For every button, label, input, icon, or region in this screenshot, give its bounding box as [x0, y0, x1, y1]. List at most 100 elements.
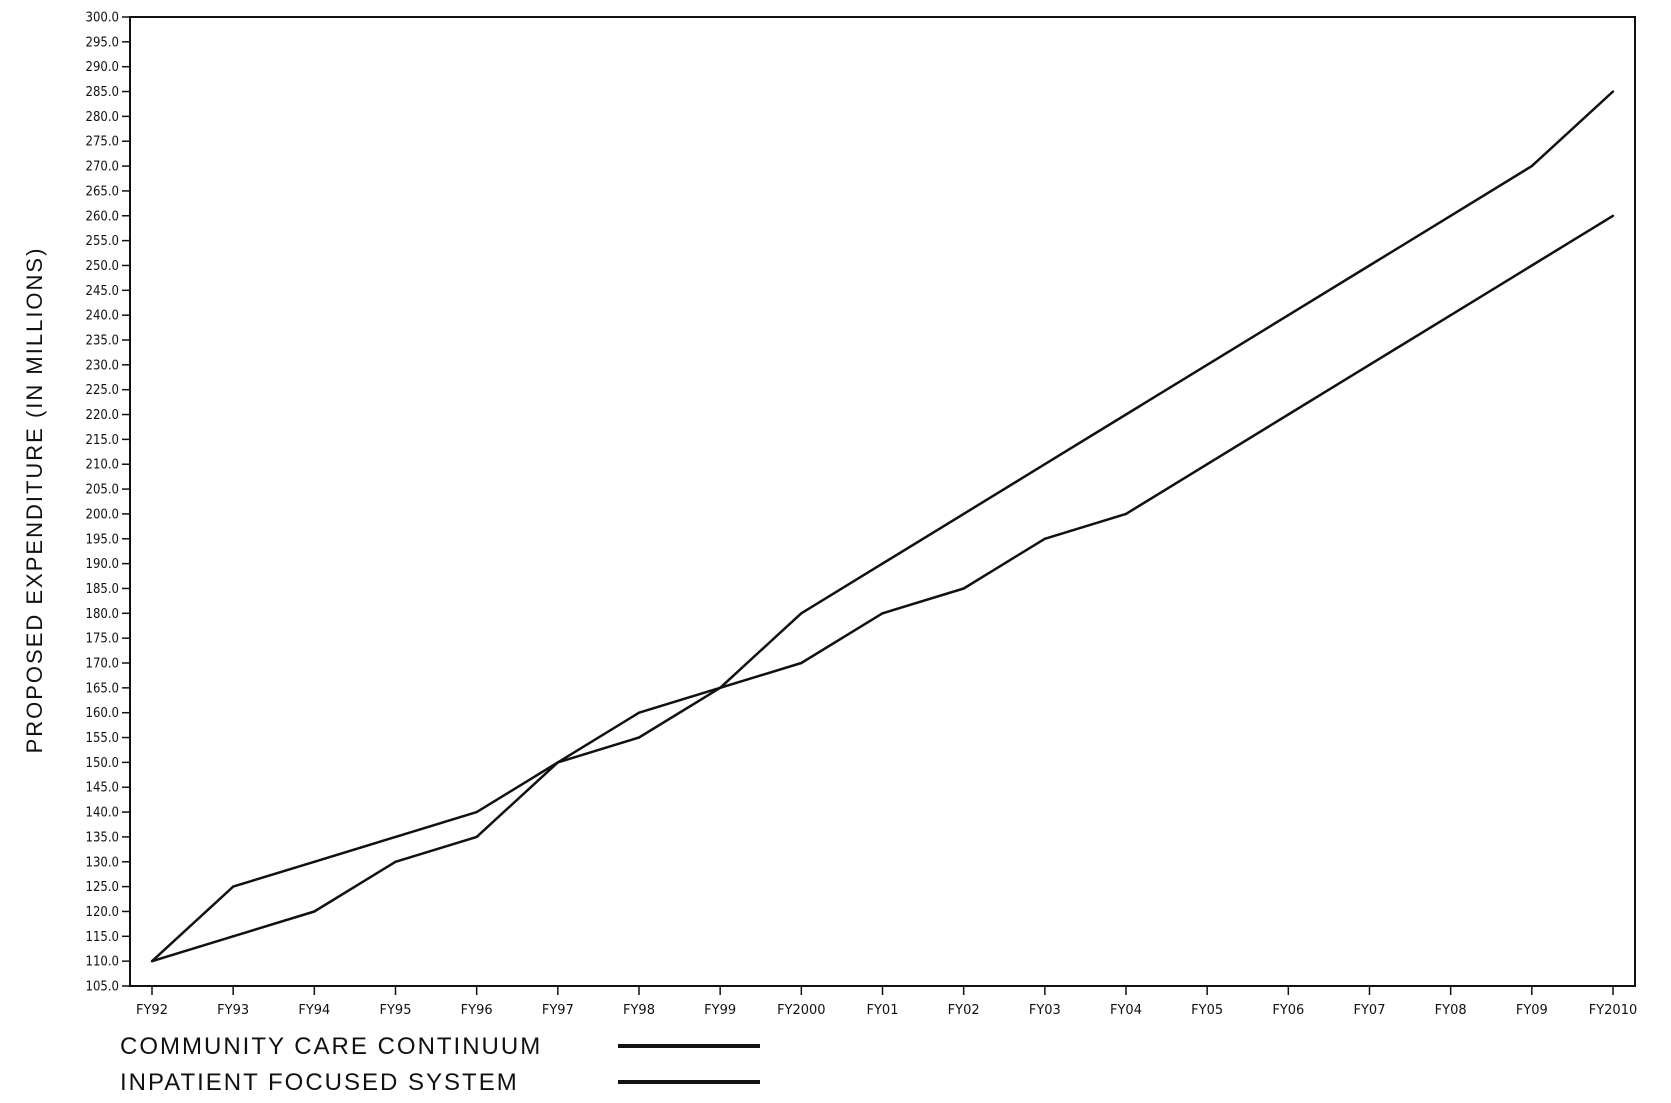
y-tick-label: 285.0 — [86, 85, 119, 100]
data-point-series-1 — [1368, 264, 1371, 267]
series-lines — [150, 90, 1615, 963]
x-tick-label: FY05 — [1191, 1003, 1223, 1018]
x-tick-label: FY95 — [380, 1003, 412, 1018]
data-point-series-1 — [231, 885, 235, 888]
data-point-series-1 — [800, 612, 803, 615]
y-tick-label: 295.0 — [86, 35, 119, 50]
y-tick-label: 265.0 — [86, 184, 119, 199]
series-line-2 — [151, 214, 1614, 963]
x-tick-label: FY94 — [298, 1003, 330, 1018]
y-tick-label: 195.0 — [86, 532, 119, 547]
data-point-series-1 — [637, 736, 641, 739]
data-point-series-2 — [1449, 313, 1452, 317]
data-point-series-1 — [1205, 363, 1209, 367]
y-tick-label: 170.0 — [86, 657, 119, 672]
y-tick-label: 115.0 — [86, 930, 119, 945]
y-tick-label: 255.0 — [86, 234, 119, 249]
data-point-series-2 — [313, 910, 316, 913]
x-tick-label: FY01 — [867, 1003, 899, 1018]
y-tick-label: 275.0 — [86, 135, 119, 150]
y-tick-label: 155.0 — [86, 731, 119, 746]
data-point-series-1 — [1124, 413, 1128, 416]
data-point-series-1 — [394, 835, 397, 839]
y-tick-label: 145.0 — [86, 781, 119, 796]
y-axis: 105.0 110.0 115.0 120.0 125.0 130.0 135.0 140.0… — [86, 11, 130, 995]
legend-label: COMMUNITY CARE CONTINUUM — [120, 1033, 542, 1060]
data-point-series-1 — [1611, 90, 1615, 93]
data-point-series-2 — [637, 711, 641, 714]
x-tick-label: FY08 — [1435, 1003, 1467, 1018]
y-tick-label: 110.0 — [86, 955, 119, 970]
x-axis: FY92 FY93 FY94 FY95 FY96 FY97 FY98 FY99 FY2000 FY… — [136, 986, 1637, 1018]
y-tick-label: 205.0 — [86, 483, 119, 498]
data-point-series-1 — [313, 860, 316, 863]
y-tick-label: 280.0 — [86, 110, 119, 125]
legend-label: INPATIENT FOCUSED SYSTEM — [120, 1069, 519, 1096]
data-point-series-2 — [1043, 537, 1047, 540]
data-point-series-1 — [1287, 313, 1290, 317]
x-tick-label: FY99 — [704, 1003, 736, 1018]
x-tick-label: FY09 — [1516, 1003, 1548, 1018]
x-tick-label: FY2010 — [1589, 1003, 1638, 1018]
data-point-series-1 — [1449, 214, 1452, 217]
y-tick-label: 260.0 — [86, 209, 119, 224]
data-point-series-2 — [881, 612, 884, 615]
y-tick-label: 210.0 — [86, 458, 119, 473]
data-point-series-2 — [556, 761, 560, 764]
data-point-series-2 — [718, 686, 722, 690]
y-tick-label: 245.0 — [86, 284, 119, 299]
x-tick-label: FY93 — [217, 1003, 249, 1018]
y-tick-label: 165.0 — [86, 681, 119, 696]
y-tick-label: 300.0 — [86, 11, 119, 26]
legend: COMMUNITY CARE CONTINUUM INPATIENT FOCUSE… — [120, 1033, 760, 1096]
y-tick-label: 160.0 — [86, 706, 119, 721]
x-tick-label: FY97 — [542, 1003, 574, 1018]
data-point-series-2 — [962, 587, 965, 590]
y-tick-label: 200.0 — [86, 507, 119, 522]
y-tick-label: 250.0 — [86, 259, 119, 274]
y-tick-label: 230.0 — [86, 358, 119, 373]
x-tick-label: FY07 — [1354, 1003, 1386, 1018]
y-tick-label: 175.0 — [86, 632, 119, 647]
y-tick-label: 105.0 — [86, 980, 119, 995]
data-point-series-1 — [962, 512, 965, 516]
data-point-series-2 — [1530, 264, 1534, 267]
plot-frame — [129, 16, 1636, 987]
data-point-series-2 — [1611, 214, 1615, 217]
y-tick-label: 190.0 — [86, 557, 119, 572]
y-tick-label: 215.0 — [86, 433, 119, 448]
y-tick-label: 220.0 — [86, 408, 119, 423]
data-point-series-1 — [1530, 164, 1534, 168]
y-tick-label: 125.0 — [86, 880, 119, 895]
y-tick-label: 120.0 — [86, 905, 119, 920]
y-tick-label: 140.0 — [86, 806, 119, 821]
x-tick-label: FY04 — [1110, 1003, 1142, 1018]
y-tick-label: 240.0 — [86, 309, 119, 324]
y-tick-label: 235.0 — [86, 334, 119, 349]
y-tick-label: 270.0 — [86, 160, 119, 175]
x-tick-label: FY2000 — [777, 1003, 826, 1018]
y-tick-label: 225.0 — [86, 383, 119, 398]
y-axis-label: PROPOSED EXPENDITURE (IN MILLIONS) — [22, 247, 47, 754]
data-point-series-2 — [800, 661, 803, 665]
y-tick-label: 135.0 — [86, 830, 119, 845]
y-tick-label: 130.0 — [86, 855, 119, 870]
x-tick-label: FY92 — [136, 1003, 168, 1018]
y-tick-label: 150.0 — [86, 756, 119, 771]
data-point-series-2 — [1287, 413, 1290, 416]
data-point-series-1 — [475, 810, 478, 814]
y-tick-label: 180.0 — [86, 607, 119, 622]
x-tick-label: FY96 — [461, 1003, 493, 1018]
data-point-series-2 — [150, 959, 154, 963]
data-point-series-2 — [475, 835, 478, 839]
data-point-series-2 — [394, 860, 397, 863]
data-point-series-2 — [1124, 512, 1128, 516]
y-tick-label: 290.0 — [86, 60, 119, 75]
data-point-series-2 — [231, 935, 235, 938]
data-point-series-2 — [1205, 463, 1209, 466]
data-point-series-1 — [881, 562, 884, 565]
x-tick-label: FY02 — [948, 1003, 980, 1018]
y-tick-label: 185.0 — [86, 582, 119, 597]
data-point-series-1 — [1043, 463, 1047, 466]
